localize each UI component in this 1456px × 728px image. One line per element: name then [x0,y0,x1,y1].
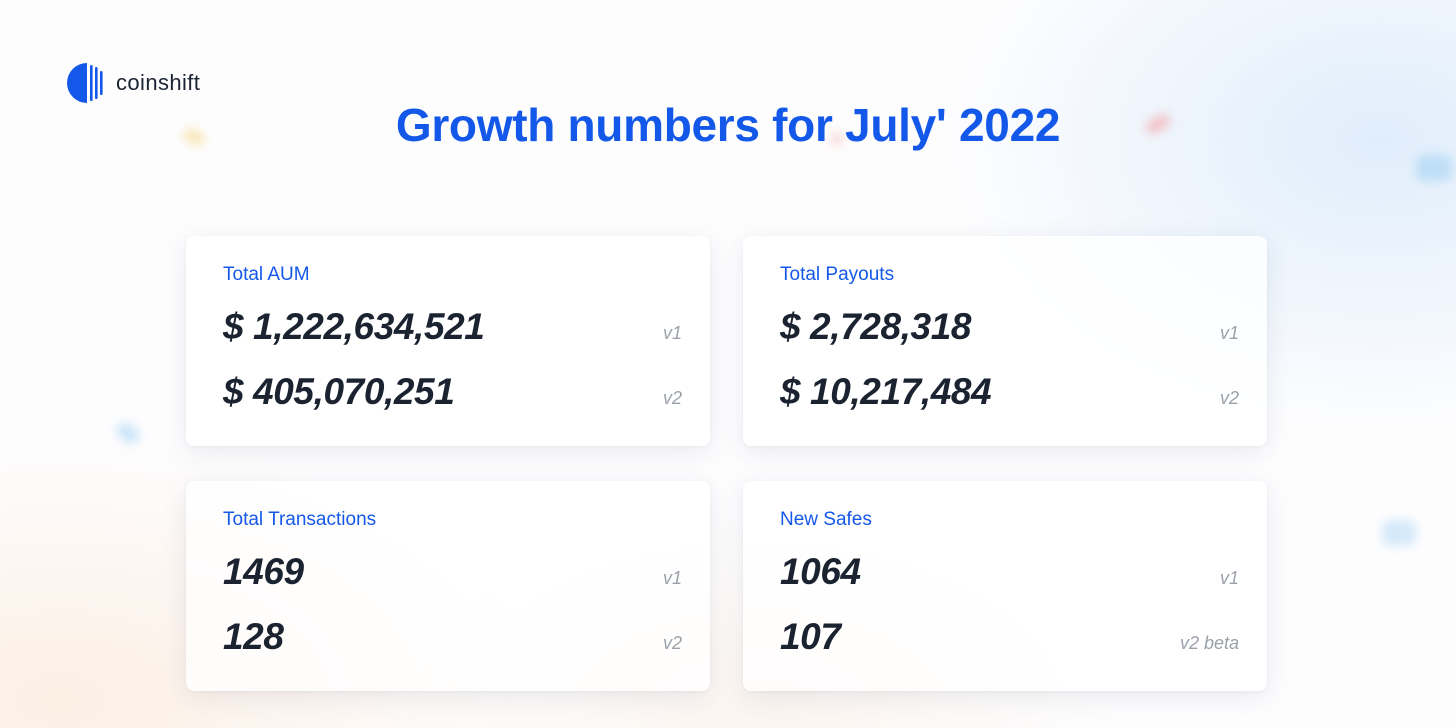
card-label: Total AUM [223,264,310,285]
stat-row: 1064 v1 [780,551,1239,593]
version-label: v1 [662,323,682,343]
stat-value: 1469 [223,551,304,592]
confetti-decoration [113,419,143,447]
card-label: New Safes [780,509,872,530]
card-label: Total Transactions [223,509,377,530]
stat-value: 107 [780,616,841,657]
card-label: Total Payouts [780,264,895,285]
stat-value: $ 1,222,634,521 [223,306,485,347]
page-title: Growth numbers for July' 2022 [395,99,1061,151]
version-label: v2 [1219,388,1239,408]
stat-row: $ 2,728,318 v1 [780,306,1239,348]
coinshift-logo-icon [67,63,103,103]
brand-name: coinshift [116,70,201,95]
stat-row: 1469 v1 [223,551,682,593]
version-label: v2 [662,633,682,653]
confetti-decoration [1382,520,1416,546]
brand-logo: coinshift [66,62,200,104]
total-aum-card: Total AUM $ 1,222,634,521 v1 $ 405,070,2… [186,236,710,446]
stat-row: $ 405,070,251 v2 [223,371,682,413]
version-label: v1 [1219,568,1239,588]
total-transactions-card: Total Transactions 1469 v1 128 v2 [186,481,710,691]
confetti-decoration [830,132,844,146]
version-label: v2 [662,388,682,408]
new-safes-card: New Safes 1064 v1 107 v2 beta [743,481,1267,691]
confetti-decoration [1416,155,1452,181]
version-label: v1 [662,568,682,588]
version-label: v2 beta [1179,633,1239,653]
stat-row: 128 v2 [223,616,682,658]
stat-value: $ 2,728,318 [780,306,972,347]
stat-row: $ 10,217,484 v2 [780,371,1239,413]
stat-value: 1064 [780,551,861,592]
stat-value: $ 405,070,251 [223,371,455,412]
total-payouts-card: Total Payouts $ 2,728,318 v1 $ 10,217,48… [743,236,1267,446]
stat-value: 128 [223,616,284,657]
stat-value: $ 10,217,484 [780,371,992,412]
stat-row: 107 v2 beta [780,616,1239,658]
version-label: v1 [1219,323,1239,343]
stat-row: $ 1,222,634,521 v1 [223,306,682,348]
